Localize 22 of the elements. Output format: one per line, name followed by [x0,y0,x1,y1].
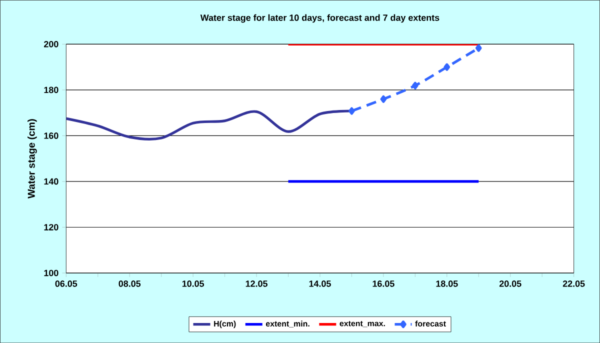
chart-title: Water stage for later 10 days, forecast and 7 day extents [200,14,440,23]
x-tick-label: 08.05 [118,280,141,287]
point [475,44,482,52]
x-tick-label: 16.05 [372,280,394,287]
x-tick-label: 22.05 [562,280,585,287]
y-tick-label: 120 [44,224,58,230]
x-tick-label: 20.05 [499,280,522,287]
y-tick-label: 180 [44,86,58,94]
point [444,63,450,71]
y-tick-label: 140 [44,178,58,185]
y-tick-label: 160 [44,132,58,139]
x-tick-label: 14.05 [309,280,331,287]
y-tick-label: 200 [44,40,58,48]
x-tick-label: 18.05 [436,280,458,287]
point [412,82,418,90]
x-tick-label: 10.05 [182,280,204,287]
x-tick-label: 12.05 [246,280,268,287]
point [348,107,355,115]
x-tick-label: 06.05 [55,280,78,287]
point [380,95,387,103]
y-axis-title: Water stage (cm) [28,119,37,198]
y-tick-label: 100 [44,270,58,276]
